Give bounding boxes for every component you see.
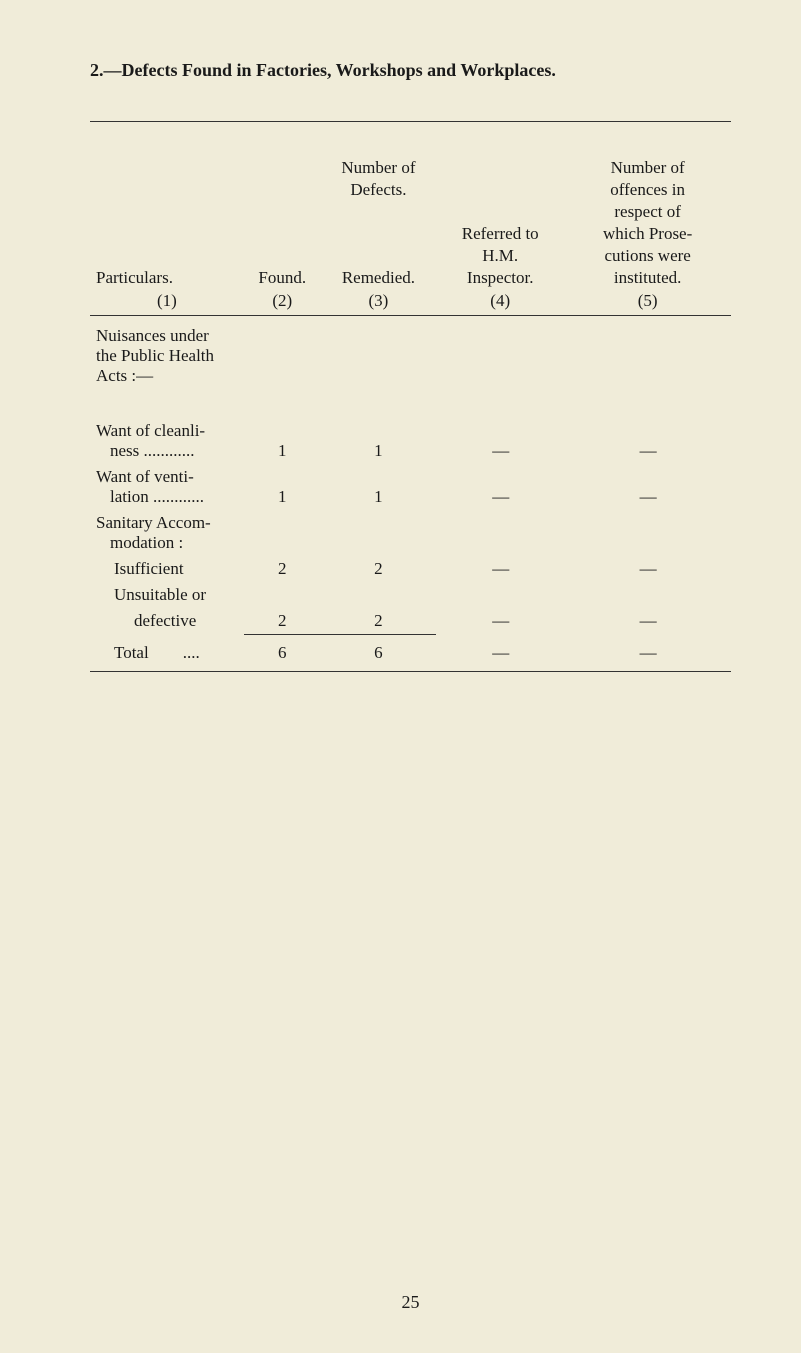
total-label: Total ....	[114, 643, 200, 662]
cell-remedied: 2	[321, 608, 436, 635]
table-row: Want of cleanli- ness ............ 1 1 —…	[90, 418, 731, 464]
total-row: Total .... 6 6 — —	[90, 634, 731, 671]
table-row: Isufficient 2 2 — —	[90, 556, 731, 582]
row-label-indent: Isufficient	[90, 556, 244, 582]
section-title: 2.—Defects Found in Factories, Workshops…	[90, 60, 731, 81]
header-col5-l5: cutions were	[604, 246, 690, 265]
row-label-l2: lation ............	[96, 487, 204, 506]
total-referred: —	[436, 634, 564, 671]
header-col1-label: Particulars.	[96, 268, 173, 287]
cell-referred: —	[436, 556, 564, 582]
header-col4-l1: Referred to	[462, 224, 539, 243]
header-col3-label: Remedied.	[342, 268, 415, 287]
header-col3-num: (3)	[369, 291, 389, 310]
defects-table-container: Particulars. (1) Found. (2) Number of De…	[90, 121, 731, 672]
cell-remedied	[321, 510, 436, 556]
cell-found	[244, 582, 321, 608]
body-heading-l1: Nuisances under	[96, 326, 209, 345]
cell-referred: —	[436, 418, 564, 464]
cell-found	[244, 510, 321, 556]
header-offences: Number of offences in respect of which P…	[564, 154, 731, 315]
row-label-indent2: defective	[90, 608, 244, 635]
table-header-row: Particulars. (1) Found. (2) Number of De…	[90, 154, 731, 315]
row-label-l2: ness ............	[96, 441, 195, 460]
total-offences: —	[564, 634, 731, 671]
cell-referred: —	[436, 608, 564, 635]
defects-table: Particulars. (1) Found. (2) Number of De…	[90, 130, 731, 672]
cell-offences: —	[564, 464, 731, 510]
cell-offences: —	[564, 556, 731, 582]
header-col4-l3: Inspector.	[467, 268, 534, 287]
cell-offences: —	[564, 608, 731, 635]
header-remedied: Number of Defects. Remedied. (3)	[321, 154, 436, 315]
header-col2-label: Found.	[258, 268, 306, 287]
row-label-indent: Unsuitable or	[90, 582, 244, 608]
header-found: Found. (2)	[244, 154, 321, 315]
cell-remedied: 2	[321, 556, 436, 582]
header-col4-num: (4)	[490, 291, 510, 310]
cell-remedied: 1	[321, 418, 436, 464]
cell-found: 2	[244, 556, 321, 582]
row-label-l1: Sanitary Accom-	[96, 513, 211, 532]
header-col2-num: (2)	[272, 291, 292, 310]
cell-offences: —	[564, 418, 731, 464]
table-bottom-rule	[90, 671, 731, 672]
body-heading-row: Nuisances under the Public Health Acts :…	[90, 315, 731, 394]
cell-referred: —	[436, 464, 564, 510]
cell-offences	[564, 510, 731, 556]
header-col5-l4: which Prose-	[603, 224, 692, 243]
table-row: Unsuitable or	[90, 582, 731, 608]
table-row: Sanitary Accom- modation :	[90, 510, 731, 556]
cell-offences	[564, 582, 731, 608]
body-heading-l2: the Public Health	[96, 346, 214, 365]
page-content: 2.—Defects Found in Factories, Workshops…	[0, 0, 801, 1353]
cell-referred	[436, 582, 564, 608]
header-col5-l1: Number of	[611, 158, 685, 177]
header-col1-num: (1)	[96, 290, 238, 312]
row-label-l1: Want of cleanli-	[96, 421, 205, 440]
header-col5-l6: instituted.	[614, 268, 682, 287]
header-referred: Referred to H.M. Inspector. (4)	[436, 154, 564, 315]
cell-found: 1	[244, 418, 321, 464]
cell-referred	[436, 510, 564, 556]
row-label-l1: Want of venti-	[96, 467, 194, 486]
cell-found: 2	[244, 608, 321, 635]
total-found: 6	[244, 634, 321, 671]
header-col5-l3: respect of	[614, 202, 681, 221]
body-heading-l3: Acts :—	[96, 366, 153, 385]
cell-remedied	[321, 582, 436, 608]
header-spanning: Number of Defects.	[341, 158, 415, 199]
cell-remedied: 1	[321, 464, 436, 510]
total-remedied: 6	[321, 634, 436, 671]
table-row: defective 2 2 — —	[90, 608, 731, 635]
row-label-l2: modation :	[96, 533, 183, 552]
header-col5-num: (5)	[638, 291, 658, 310]
header-col4-l2: H.M.	[482, 246, 518, 265]
header-particulars: Particulars. (1)	[90, 154, 244, 315]
page-number: 25	[90, 1292, 731, 1313]
table-top-rule	[90, 121, 731, 122]
table-row: Want of venti- lation ............ 1 1 —…	[90, 464, 731, 510]
header-col5-l2: offences in	[610, 180, 685, 199]
cell-found: 1	[244, 464, 321, 510]
